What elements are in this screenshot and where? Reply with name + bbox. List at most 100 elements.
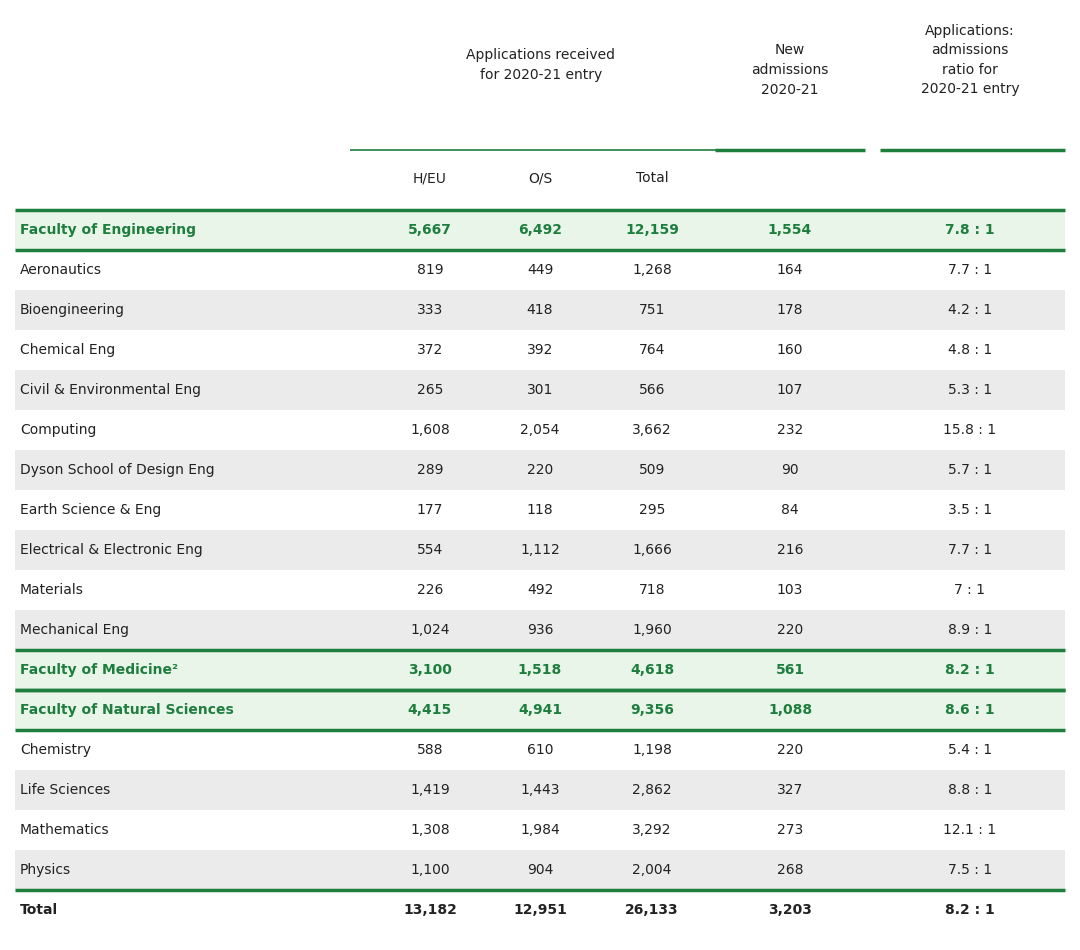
Text: 7.5 : 1: 7.5 : 1 bbox=[948, 863, 993, 877]
Text: 418: 418 bbox=[527, 303, 553, 317]
Text: 295: 295 bbox=[638, 503, 665, 517]
Text: 3,292: 3,292 bbox=[632, 823, 672, 837]
Text: 4.2 : 1: 4.2 : 1 bbox=[948, 303, 993, 317]
Text: 5,667: 5,667 bbox=[408, 223, 451, 237]
Text: 1,088: 1,088 bbox=[768, 703, 812, 717]
Text: Faculty of Natural Sciences: Faculty of Natural Sciences bbox=[21, 703, 233, 717]
Bar bbox=[15, 570, 1065, 610]
Text: 90: 90 bbox=[781, 463, 799, 477]
Text: Applications:
admissions
ratio for
2020-21 entry: Applications: admissions ratio for 2020-… bbox=[920, 24, 1020, 96]
Text: 936: 936 bbox=[527, 623, 553, 637]
Text: 84: 84 bbox=[781, 503, 799, 517]
Text: 372: 372 bbox=[417, 343, 443, 357]
Text: Computing: Computing bbox=[21, 423, 96, 437]
Bar bbox=[15, 410, 1065, 450]
Text: 289: 289 bbox=[417, 463, 443, 477]
Text: 3.5 : 1: 3.5 : 1 bbox=[948, 503, 993, 517]
Text: 118: 118 bbox=[527, 503, 553, 517]
Text: 1,268: 1,268 bbox=[632, 263, 672, 277]
Text: 177: 177 bbox=[417, 503, 443, 517]
Text: 1,608: 1,608 bbox=[410, 423, 450, 437]
Text: 509: 509 bbox=[638, 463, 665, 477]
Text: Faculty of Medicine²: Faculty of Medicine² bbox=[21, 663, 178, 677]
Text: 5.3 : 1: 5.3 : 1 bbox=[948, 383, 993, 397]
Text: Mathematics: Mathematics bbox=[21, 823, 110, 837]
Text: 15.8 : 1: 15.8 : 1 bbox=[944, 423, 997, 437]
Text: Aeronautics: Aeronautics bbox=[21, 263, 102, 277]
Text: 3,203: 3,203 bbox=[768, 903, 812, 917]
Text: 7 : 1: 7 : 1 bbox=[955, 583, 986, 597]
Text: O/S: O/S bbox=[528, 171, 552, 185]
Text: Life Sciences: Life Sciences bbox=[21, 783, 110, 797]
Bar bbox=[15, 330, 1065, 370]
Text: 904: 904 bbox=[527, 863, 553, 877]
Text: 8.2 : 1: 8.2 : 1 bbox=[945, 663, 995, 677]
Bar bbox=[15, 610, 1065, 650]
Text: 1,112: 1,112 bbox=[521, 543, 559, 557]
Bar bbox=[15, 290, 1065, 330]
Text: 1,666: 1,666 bbox=[632, 543, 672, 557]
Text: 1,419: 1,419 bbox=[410, 783, 450, 797]
Bar bbox=[15, 490, 1065, 530]
Text: 164: 164 bbox=[777, 263, 804, 277]
Text: 4.8 : 1: 4.8 : 1 bbox=[948, 343, 993, 357]
Text: Earth Science & Eng: Earth Science & Eng bbox=[21, 503, 161, 517]
Text: Bioengineering: Bioengineering bbox=[21, 303, 125, 317]
Text: 4,415: 4,415 bbox=[408, 703, 453, 717]
Text: 8.6 : 1: 8.6 : 1 bbox=[945, 703, 995, 717]
Text: 26,133: 26,133 bbox=[625, 903, 679, 917]
Text: 268: 268 bbox=[777, 863, 804, 877]
Text: 232: 232 bbox=[777, 423, 804, 437]
Text: 1,554: 1,554 bbox=[768, 223, 812, 237]
Bar bbox=[15, 810, 1065, 850]
Text: 178: 178 bbox=[777, 303, 804, 317]
Bar bbox=[15, 210, 1065, 250]
Text: 1,100: 1,100 bbox=[410, 863, 449, 877]
Text: 13,182: 13,182 bbox=[403, 903, 457, 917]
Text: New
admissions
2020-21: New admissions 2020-21 bbox=[752, 44, 828, 97]
Text: Total: Total bbox=[636, 171, 669, 185]
Text: 588: 588 bbox=[417, 743, 443, 757]
Text: 220: 220 bbox=[527, 463, 553, 477]
Text: 566: 566 bbox=[638, 383, 665, 397]
Text: 8.2 : 1: 8.2 : 1 bbox=[945, 903, 995, 917]
Text: 1,960: 1,960 bbox=[632, 623, 672, 637]
Text: 103: 103 bbox=[777, 583, 804, 597]
Text: 9,356: 9,356 bbox=[630, 703, 674, 717]
Text: 333: 333 bbox=[417, 303, 443, 317]
Bar bbox=[15, 450, 1065, 490]
Text: 1,198: 1,198 bbox=[632, 743, 672, 757]
Bar bbox=[15, 250, 1065, 290]
Text: 216: 216 bbox=[777, 543, 804, 557]
Text: 12,159: 12,159 bbox=[625, 223, 679, 237]
Text: 4,618: 4,618 bbox=[630, 663, 674, 677]
Text: 1,024: 1,024 bbox=[410, 623, 449, 637]
Text: Chemistry: Chemistry bbox=[21, 743, 91, 757]
Text: 1,984: 1,984 bbox=[521, 823, 559, 837]
Text: 3,100: 3,100 bbox=[408, 663, 451, 677]
Text: 12,951: 12,951 bbox=[513, 903, 567, 917]
Text: Chemical Eng: Chemical Eng bbox=[21, 343, 116, 357]
Text: 554: 554 bbox=[417, 543, 443, 557]
Text: 4,941: 4,941 bbox=[518, 703, 562, 717]
Text: 3,662: 3,662 bbox=[632, 423, 672, 437]
Text: 1,443: 1,443 bbox=[521, 783, 559, 797]
Text: 561: 561 bbox=[775, 663, 805, 677]
Text: 7.7 : 1: 7.7 : 1 bbox=[948, 543, 993, 557]
Text: 226: 226 bbox=[417, 583, 443, 597]
Text: 6,492: 6,492 bbox=[518, 223, 562, 237]
Bar bbox=[15, 730, 1065, 770]
Bar bbox=[15, 850, 1065, 890]
Text: 327: 327 bbox=[777, 783, 804, 797]
Text: 273: 273 bbox=[777, 823, 804, 837]
Bar bbox=[15, 370, 1065, 410]
Text: 764: 764 bbox=[638, 343, 665, 357]
Text: Total: Total bbox=[21, 903, 58, 917]
Text: 5.7 : 1: 5.7 : 1 bbox=[948, 463, 993, 477]
Text: 819: 819 bbox=[417, 263, 443, 277]
Text: 1,308: 1,308 bbox=[410, 823, 449, 837]
Text: 7.8 : 1: 7.8 : 1 bbox=[945, 223, 995, 237]
Text: 7.7 : 1: 7.7 : 1 bbox=[948, 263, 993, 277]
Text: 12.1 : 1: 12.1 : 1 bbox=[944, 823, 997, 837]
Text: 2,054: 2,054 bbox=[521, 423, 559, 437]
